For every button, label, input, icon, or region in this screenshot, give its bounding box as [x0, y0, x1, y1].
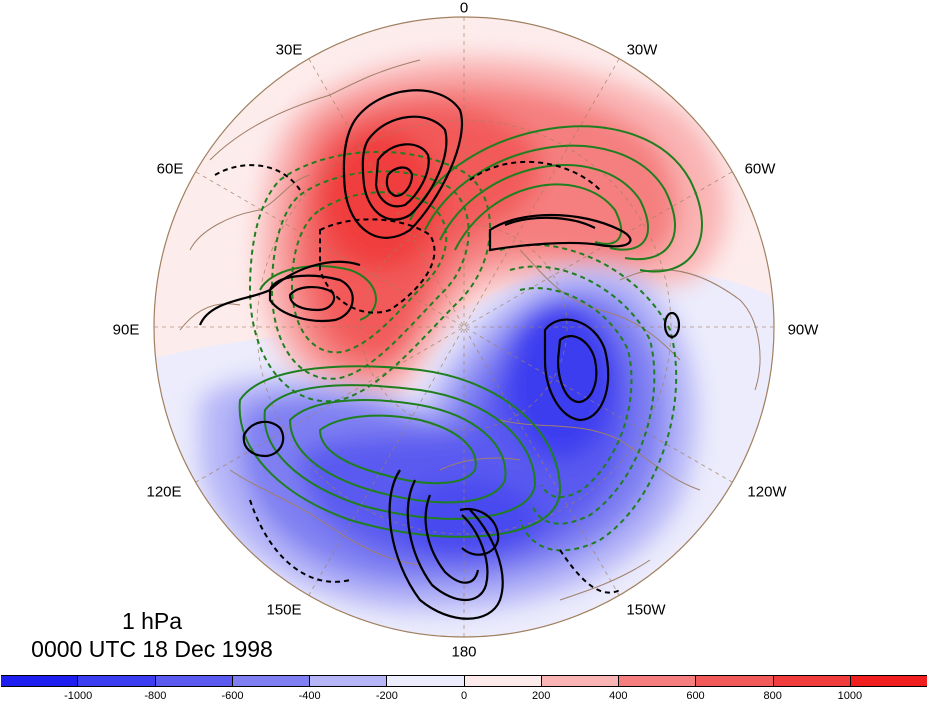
colorbar [1, 675, 927, 687]
pressure-level-label: 1 hPa [121, 608, 183, 634]
colorbar-segment [78, 676, 156, 686]
colorbar-tick-label: 200 [531, 690, 551, 702]
longitude-label-120w: 120W [747, 483, 787, 501]
map-boundary [153, 16, 775, 638]
longitude-label-90w: 90W [787, 321, 819, 339]
longitude-label-30e: 30E [275, 41, 303, 59]
timestamp-label: 0000 UTC 18 Dec 1998 [31, 636, 273, 662]
colorbar-segment [619, 676, 697, 686]
black-contours-dashed [214, 160, 621, 594]
colorbar-segment [310, 676, 388, 686]
colorbar-tick-label: 800 [763, 690, 782, 702]
longitude-label-120e: 120E [146, 483, 182, 501]
longitude-label-60w: 60W [744, 160, 776, 178]
colorbar-tick-label: -400 [298, 690, 321, 702]
colorbar-tick-label: 600 [686, 690, 705, 702]
longitude-label-90e: 90E [112, 321, 140, 339]
colorbar-tick-label: 400 [609, 690, 628, 702]
colorbar-segment [773, 676, 851, 686]
colorbar-segment [1, 676, 79, 686]
longitude-label-150w: 150W [626, 601, 666, 619]
colorbar-segment [541, 676, 619, 686]
colorbar-tick-label: -800 [144, 690, 167, 702]
green-contours-solid [238, 125, 703, 538]
colorbar-segment [696, 676, 774, 686]
colorbar-tick-label: -1000 [64, 690, 93, 702]
colorbar-segment [464, 676, 542, 686]
colorbar-tick-label: 1000 [837, 690, 863, 702]
colorbar-segment [155, 676, 233, 686]
colorbar-tick-label: 0 [460, 690, 468, 702]
colorbar-segment [232, 676, 310, 686]
colorbar-segment [387, 676, 465, 686]
colorbar-segment [850, 676, 927, 686]
longitude-label-60e: 60E [156, 160, 184, 178]
colorbar-tick-label: -200 [375, 690, 398, 702]
longitude-label-30w: 30W [626, 41, 658, 59]
colorbar-tick-label: -600 [221, 690, 244, 702]
longitude-label-150e: 150E [266, 601, 302, 619]
black-contours-solid [198, 89, 681, 620]
longitude-label-180: 180 [451, 643, 477, 661]
longitude-label-0: 0 [459, 0, 469, 17]
